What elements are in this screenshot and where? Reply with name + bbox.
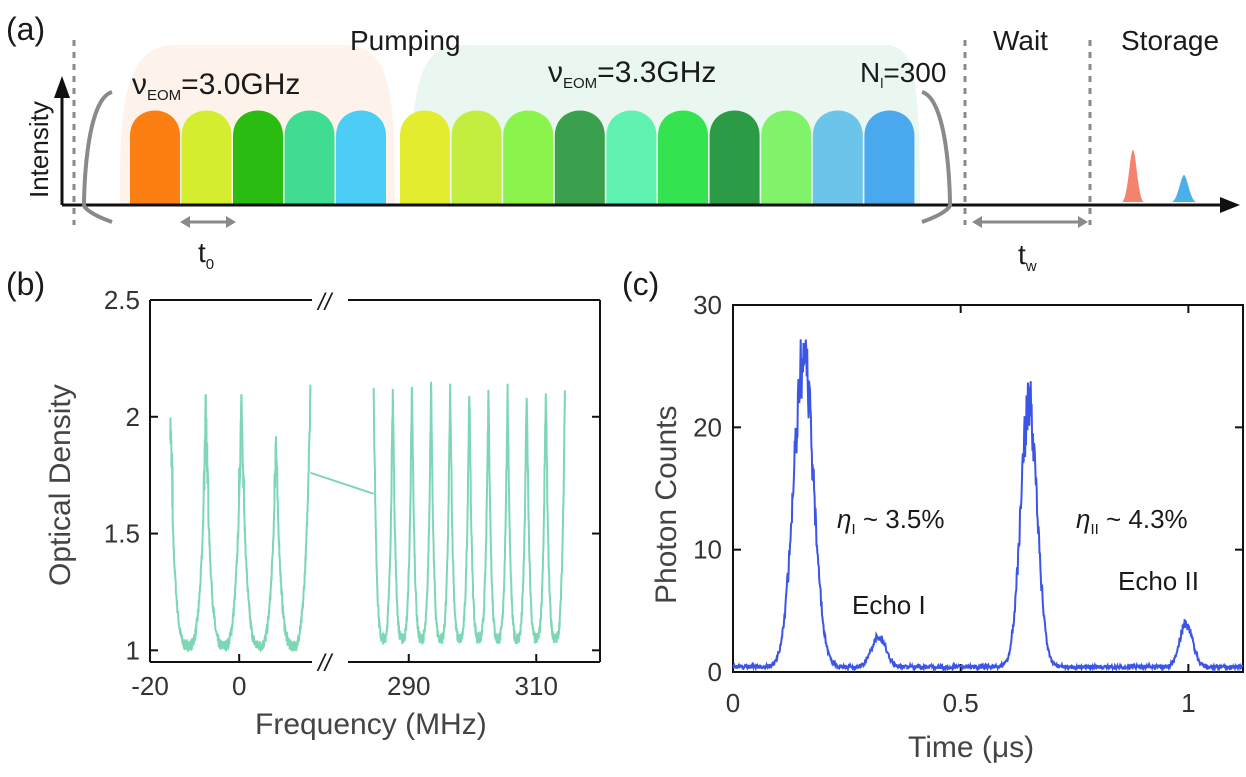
echo-1-label: Echo I — [852, 590, 926, 620]
time-axis-arrow — [1220, 197, 1240, 213]
c-y-tick-label: 10 — [693, 535, 722, 565]
pump-pulse — [864, 110, 915, 204]
panel-c-y-label: Photon Counts — [650, 406, 683, 604]
panel-b-y-label: Optical Density — [44, 384, 77, 586]
c-y-tick-label: 0 — [708, 657, 722, 687]
panel-c-x-label: Time (μs) — [908, 731, 1034, 764]
repeat-count-label: Nl=300 — [860, 57, 946, 91]
pump-pulse — [284, 110, 335, 204]
pump-pulse — [336, 110, 386, 204]
intensity-axis-arrow — [54, 76, 70, 98]
pump-pulses — [130, 110, 915, 204]
group2-frequency-label: νEOM=3.3GHz — [548, 56, 716, 92]
b-y-tick-label: 2.5 — [104, 285, 140, 315]
b-x-tick-label: 0 — [232, 671, 246, 701]
tw-label: tw — [1018, 239, 1037, 275]
pump-pulse — [709, 110, 760, 204]
repeat-bracket-right — [921, 90, 953, 224]
c-x-tick-label: 0 — [726, 688, 740, 718]
panel-b: (b) // // 1 1.5 2 2.5 -20 0 290 310 Frequency … — [6, 266, 601, 741]
echo-2-label: Echo II — [1118, 566, 1199, 596]
c-y-tick-label: 20 — [693, 412, 722, 442]
pumping-label: Pumping — [350, 25, 461, 56]
optical-density-trace — [169, 381, 566, 653]
axis-break-bottom: // — [316, 650, 334, 677]
c-x-tick-label: 0.5 — [943, 688, 979, 718]
storage-echo-2 — [1172, 175, 1196, 202]
pump-pulse — [451, 110, 502, 204]
b-x-tick-label: 310 — [515, 671, 558, 701]
t0-interval — [180, 216, 236, 228]
panel-b-x-label: Frequency (MHz) — [255, 708, 487, 741]
pump-pulse — [181, 110, 232, 204]
b-y-tick-label: 1 — [126, 635, 140, 665]
b-y-tick-label: 2 — [126, 402, 140, 432]
panel-c-y-ticks: 0 10 20 30 — [693, 290, 1243, 687]
t0-label: t0 — [198, 237, 214, 273]
wait-label: Wait — [993, 25, 1048, 56]
storage-echo-1 — [1122, 150, 1144, 202]
panel-b-x-ticks: -20 0 290 310 — [131, 654, 558, 701]
repeat-bracket-left — [81, 90, 113, 224]
pump-pulse — [130, 110, 180, 204]
panel-c-x-ticks: 0 0.5 1 — [726, 305, 1196, 718]
efficiency-echo-2: ηII ~ 4.3% — [1076, 504, 1188, 538]
pump-pulse — [503, 110, 554, 204]
pump-pulse — [554, 110, 605, 204]
tw-interval — [972, 216, 1088, 228]
axis-break-top: // — [316, 289, 334, 316]
efficiency-echo-1: ηI ~ 3.5% — [837, 504, 945, 538]
group1-frequency-label: νEOM=3.0GHz — [132, 68, 300, 104]
panel-b-y-ticks: 1 1.5 2 2.5 — [104, 285, 600, 665]
photon-counts-trace — [732, 339, 1244, 673]
b-x-tick-label: -20 — [131, 671, 169, 701]
pump-pulse — [400, 110, 450, 204]
panel-c-frame — [732, 304, 1244, 673]
storage-label: Storage — [1121, 25, 1219, 56]
b-y-tick-label: 1.5 — [104, 519, 140, 549]
pump-pulse — [812, 110, 863, 204]
panel-a: (a) Intensity Pumping Wait Storage νEOM=… — [6, 11, 1240, 275]
pump-pulse — [761, 110, 812, 204]
panel-c-label: (c) — [622, 266, 659, 302]
c-y-tick-label: 30 — [693, 290, 722, 320]
pump-pulse — [606, 110, 657, 204]
pump-pulse — [233, 110, 283, 204]
intensity-label: Intensity — [24, 101, 54, 198]
b-x-tick-label: 290 — [387, 671, 430, 701]
pump-pulse — [658, 110, 708, 204]
panel-b-label: (b) — [6, 266, 45, 302]
c-x-tick-label: 1 — [1181, 688, 1195, 718]
panel-a-label: (a) — [6, 11, 45, 47]
